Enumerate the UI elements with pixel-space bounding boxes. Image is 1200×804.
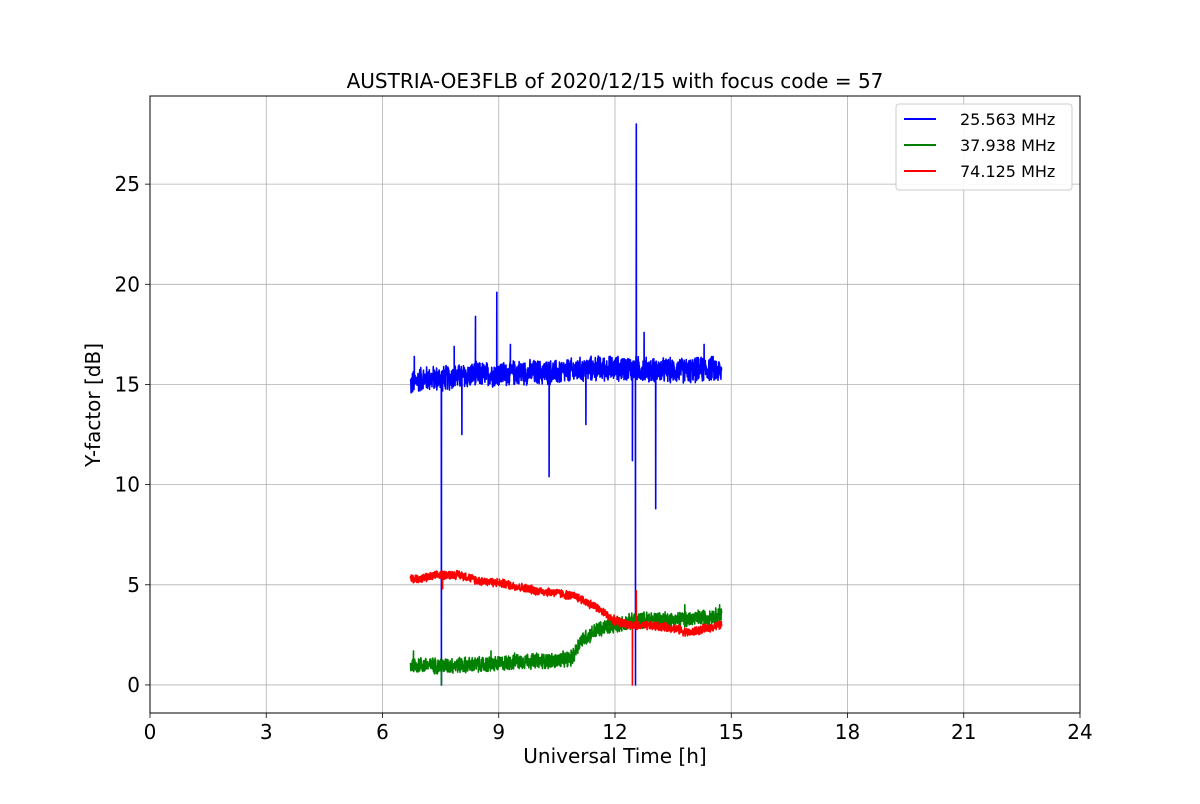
x-tick-label: 6 bbox=[376, 720, 389, 744]
x-axis-title: Universal Time [h] bbox=[523, 744, 706, 768]
y-tick-label: 10 bbox=[115, 473, 140, 497]
y-tick-label: 5 bbox=[127, 573, 140, 597]
y-tick-label: 20 bbox=[115, 272, 140, 296]
x-tick-label: 3 bbox=[260, 720, 273, 744]
x-tick-label: 18 bbox=[835, 720, 860, 744]
series-lines bbox=[409, 123, 723, 686]
y-tick-label: 25 bbox=[115, 172, 140, 196]
x-tick-label: 9 bbox=[492, 720, 505, 744]
series-line bbox=[409, 604, 723, 686]
series-line bbox=[409, 569, 723, 686]
y-tick-label: 0 bbox=[127, 673, 140, 697]
x-tick-label: 24 bbox=[1067, 720, 1092, 744]
legend-label: 25.563 MHz bbox=[960, 110, 1055, 129]
x-tick-label: 21 bbox=[951, 720, 976, 744]
y-tick-label: 15 bbox=[115, 372, 140, 396]
x-tick-label: 12 bbox=[602, 720, 627, 744]
legend-box bbox=[895, 103, 1073, 191]
x-tick-label: 15 bbox=[719, 720, 744, 744]
legend: 25.563 MHz 37.938 MHz 74.125 MHz bbox=[895, 103, 1073, 191]
chart-title: AUSTRIA-OE3FLB of 2020/12/15 with focus … bbox=[347, 69, 884, 93]
y-axis-title: Y-factor [dB] bbox=[81, 343, 105, 468]
series-line bbox=[409, 123, 723, 686]
x-tick-label: 0 bbox=[144, 720, 157, 744]
axis-ticks: 0 3 6 9 12 15 18 21 24 0 5 10 15 20 25 bbox=[115, 172, 1093, 744]
legend-label: 37.938 MHz bbox=[960, 136, 1055, 155]
legend-label: 74.125 MHz bbox=[960, 162, 1055, 181]
